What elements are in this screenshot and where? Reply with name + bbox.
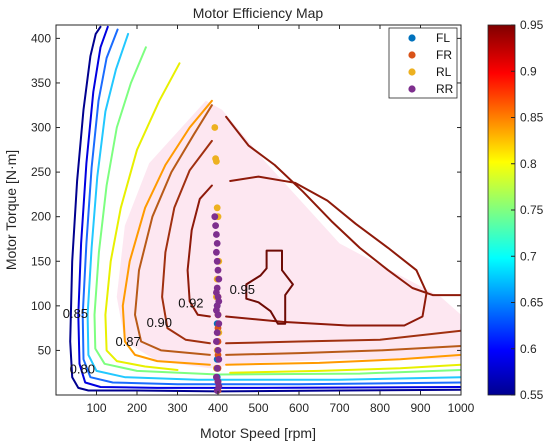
legend-label-rr: RR — [436, 82, 454, 96]
contour-label: 0.95 — [230, 282, 255, 297]
x-tick-label: 100 — [86, 401, 106, 415]
contour-line-0-92 — [186, 184, 213, 318]
legend: FL FR RL RR — [388, 27, 458, 99]
contour-labels: 0.80 0.85 0.87 0.90 0.92 0.95 — [63, 282, 255, 376]
contour-line-0-95 — [245, 249, 294, 325]
point-rr — [214, 347, 222, 354]
y-tick-label: 150 — [31, 254, 51, 268]
point-rr — [214, 311, 222, 319]
legend-marker-rr — [408, 85, 416, 93]
point-rr — [213, 364, 221, 372]
point-rr — [213, 240, 221, 247]
y-axis-ticks: 50 100 150 200 250 300 350 400 — [31, 31, 461, 357]
point-rr — [214, 266, 222, 274]
contour-line-0-8 — [104, 62, 181, 371]
point-rr — [212, 222, 220, 230]
x-tick-label: 500 — [248, 401, 268, 415]
contour-line-0-87 — [225, 345, 461, 356]
contour-line-0-7 — [86, 32, 461, 381]
colorbar-gradient — [487, 24, 516, 396]
point-rr — [213, 338, 220, 345]
contour-line-0-55 — [69, 25, 461, 393]
legend-label-fl: FL — [436, 31, 450, 45]
contour-label: 0.85 — [63, 306, 88, 321]
legend-box — [388, 27, 458, 99]
contour-lines — [69, 25, 461, 393]
colorbar-tick-label: 0.6 — [520, 342, 537, 356]
high-efficiency-shading — [116, 100, 461, 369]
legend-marker-rl — [408, 68, 416, 76]
colorbar-tick-label: 0.55 — [520, 388, 544, 402]
contour-line-0-6 — [77, 25, 461, 389]
contour-line-0-92 — [225, 115, 461, 297]
scatter-points — [211, 124, 223, 394]
point-rr — [213, 248, 220, 256]
y-tick-label: 100 — [31, 299, 51, 313]
contour-label: 0.87 — [115, 334, 140, 349]
colorbar-tick-label: 0.65 — [520, 296, 544, 310]
contour-line-0-8 — [229, 363, 461, 374]
point-rr — [215, 320, 223, 328]
x-tick-label: 600 — [289, 401, 309, 415]
colorbar-tick-label: 0.7 — [520, 249, 537, 263]
contour-line-0-87 — [134, 104, 213, 356]
x-tick-label: 300 — [167, 401, 187, 415]
y-tick-label: 400 — [31, 31, 51, 45]
point-rr — [215, 355, 223, 363]
point-rr — [215, 275, 223, 283]
x-tick-label: 400 — [208, 401, 228, 415]
x-axis-label: Motor Speed [rpm] — [200, 425, 316, 441]
colorbar: 0.55 0.6 0.65 0.7 0.75 0.8 0.85 0.9 0.95 — [487, 18, 544, 402]
x-tick-label: 900 — [410, 401, 430, 415]
colorbar-tick-label: 0.75 — [520, 203, 544, 217]
colorbar-tick-label: 0.9 — [520, 64, 537, 78]
y-tick-label: 250 — [31, 165, 51, 179]
legend-label-rl: RL — [436, 65, 452, 79]
point-rl — [213, 204, 221, 212]
contour-line-0-65 — [81, 28, 461, 386]
contour-line-0-92 — [225, 175, 428, 327]
point-rr — [213, 231, 220, 238]
colorbar-tick-label: 0.95 — [520, 18, 544, 32]
colorbar-tick-label: 0.8 — [520, 157, 537, 171]
point-rr — [213, 329, 221, 336]
y-axis-label: Motor Torque [N·m] — [3, 150, 19, 270]
legend-marker-fr — [408, 51, 416, 59]
y-tick-label: 50 — [38, 343, 52, 357]
contour-line-0-75 — [93, 46, 461, 376]
colorbar-tick-label: 0.85 — [520, 111, 544, 125]
legend-marker-fl — [408, 34, 416, 42]
point-rr — [213, 387, 221, 394]
contour-line-0-9 — [225, 329, 461, 345]
y-tick-label: 200 — [31, 210, 51, 224]
point-rr — [211, 213, 219, 221]
y-tick-label: 350 — [31, 76, 51, 90]
contour-label: 0.90 — [147, 315, 172, 330]
point-rl — [211, 124, 219, 131]
y-tick-label: 300 — [31, 121, 51, 135]
x-tick-label: 700 — [329, 401, 349, 415]
point-rl — [213, 158, 220, 165]
x-axis-ticks: 100 200 300 400 500 600 700 800 900 1000 — [86, 25, 475, 415]
contour-line-0-9 — [161, 139, 213, 345]
contour-line-0-85 — [225, 353, 461, 366]
contour-line-0-85 — [121, 99, 213, 366]
x-tick-label: 800 — [370, 401, 390, 415]
point-rr — [213, 257, 221, 265]
contour-label: 0.92 — [178, 296, 203, 311]
x-tick-label: 200 — [127, 401, 147, 415]
x-tick-label: 1000 — [448, 401, 475, 415]
legend-label-fr: FR — [436, 48, 452, 62]
chart-title: Motor Efficiency Map — [193, 5, 324, 21]
contour-label: 0.80 — [70, 361, 95, 376]
